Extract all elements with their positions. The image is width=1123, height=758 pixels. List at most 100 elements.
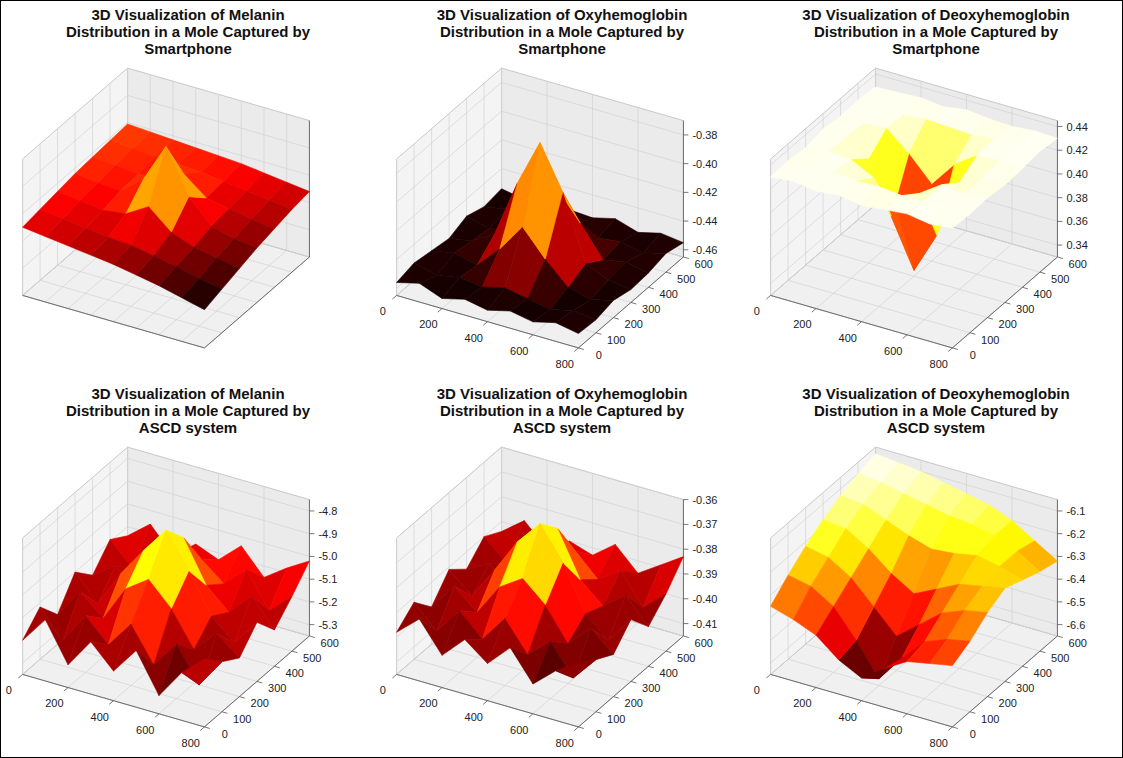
- surface-cell: [862, 658, 902, 679]
- x-tick: [948, 727, 952, 731]
- panel: 3D Visualization of OxyhemoglobinDistrib…: [380, 6, 718, 370]
- x-tick-label: 800: [182, 737, 200, 749]
- title-line: Distribution in a Mole Captured by: [66, 23, 311, 40]
- grid-line: [502, 111, 684, 164]
- z-tick: [683, 249, 688, 250]
- y-tick-label: 500: [1051, 273, 1069, 285]
- y-tick-label: 400: [1034, 667, 1052, 679]
- y-tick-label: 400: [660, 667, 678, 679]
- x-tick-label: 200: [419, 697, 437, 709]
- z-tick-label: -0.37: [692, 518, 717, 530]
- z-tick: [309, 533, 314, 534]
- y-tick: [648, 287, 653, 289]
- x-tick: [857, 322, 861, 326]
- y-tick-label: 600: [695, 258, 713, 270]
- z-tick-label: -0.39: [692, 568, 717, 580]
- x-tick-label: 200: [419, 318, 437, 330]
- x-tick: [438, 688, 442, 692]
- z-tick: [1057, 197, 1062, 198]
- z-tick-label: -5.0: [318, 550, 337, 562]
- panel-title: 3D Visualization of OxyhemoglobinDistrib…: [437, 6, 688, 57]
- x-axis-line: [23, 295, 205, 348]
- z-tick-label: 0.36: [1066, 215, 1087, 227]
- y-tick: [683, 257, 688, 259]
- z-tick-label: -0.36: [692, 494, 717, 506]
- y-tick: [666, 651, 671, 653]
- surface-cell: [556, 310, 596, 333]
- z-tick-label: 0.40: [1066, 168, 1087, 180]
- surface-cell: [947, 610, 987, 641]
- y-tick-label: 100: [981, 713, 999, 725]
- x-tick-label: 400: [465, 332, 483, 344]
- title-line: Distribution in a Mole Captured by: [440, 402, 685, 419]
- title-line: 3D Visualization of Deoxyhemoglobin: [802, 385, 1069, 402]
- y-tick: [631, 681, 636, 683]
- tick-labels: 02004006008000100200300400500600-6.6-6.5…: [754, 505, 1087, 749]
- grid-line: [309, 500, 310, 636]
- grid-line: [484, 83, 485, 219]
- x-tick: [64, 688, 68, 692]
- grid-line: [128, 481, 310, 534]
- title-line: ASCD system: [513, 419, 611, 436]
- y-tick: [952, 727, 957, 729]
- y-tick: [578, 727, 583, 729]
- y-tick-label: 300: [642, 682, 660, 694]
- tick-labels: 02004006008000100200300400500600-5.3-5.2…: [6, 505, 339, 749]
- surface-cell: [608, 595, 648, 640]
- x-axis-line: [397, 674, 579, 727]
- z-tick: [309, 579, 314, 580]
- x-tick-label: 400: [839, 711, 857, 723]
- grid-line: [128, 458, 310, 511]
- z-tick: [1057, 533, 1062, 534]
- z-tick: [683, 221, 688, 222]
- z-tick: [683, 623, 688, 624]
- x-tick-label: 0: [380, 684, 386, 696]
- z-tick-label: 0.38: [1066, 192, 1087, 204]
- title-line: Smartphone: [144, 40, 232, 57]
- z-tick-label: -0.46: [692, 244, 717, 256]
- title-line: 3D Visualization of Oxyhemoglobin: [437, 6, 688, 23]
- x-tick: [766, 674, 770, 678]
- x-tick-label: 600: [884, 724, 902, 736]
- left-pane: [397, 68, 502, 295]
- surface-cell: [591, 280, 631, 300]
- z-tick-label: 0.44: [1066, 121, 1087, 133]
- grid-line: [1057, 500, 1058, 636]
- panel: 3D Visualization of DeoxyhemoglobinDistr…: [754, 6, 1088, 370]
- x-tick: [903, 714, 907, 718]
- y-tick-label: 300: [268, 682, 286, 694]
- y-tick: [987, 697, 992, 699]
- y-tick-label: 400: [1034, 288, 1052, 300]
- z-axis-line: [683, 121, 684, 257]
- grid-line: [397, 674, 579, 727]
- y-tick-label: 0: [596, 728, 602, 740]
- grid-line: [23, 458, 128, 549]
- grid-line: [683, 500, 684, 636]
- grid-line: [23, 295, 205, 348]
- y-tick: [1057, 636, 1062, 638]
- axes: [771, 68, 1058, 348]
- surface: [397, 143, 684, 334]
- grid-line: [501, 68, 502, 204]
- z-tick-label: -0.40: [692, 158, 717, 170]
- surface-cell: [816, 606, 856, 660]
- y-tick-label: 300: [1016, 682, 1034, 694]
- x-tick-label: 200: [45, 697, 63, 709]
- y-tick-label: 500: [303, 652, 321, 664]
- title-line: 3D Visualization of Melanin: [91, 6, 284, 23]
- x-tick: [903, 335, 907, 339]
- z-tick: [1057, 579, 1062, 580]
- x-tick-label: 800: [556, 737, 574, 749]
- title-line: 3D Visualization of Melanin: [91, 385, 284, 402]
- y-tick: [257, 681, 262, 683]
- y-tick: [1022, 666, 1027, 668]
- axes: [23, 447, 310, 727]
- z-tick: [309, 601, 314, 602]
- grid-line: [397, 447, 502, 538]
- z-tick-label: -0.44: [692, 215, 717, 227]
- y-tick-label: 600: [321, 637, 339, 649]
- grid-line: [501, 68, 502, 204]
- z-tick: [683, 499, 688, 500]
- tick-labels: 02004006008000100200300400500600-0.41-0.…: [380, 494, 718, 749]
- panel: 3D Visualization of DeoxyhemoglobinDistr…: [754, 385, 1087, 749]
